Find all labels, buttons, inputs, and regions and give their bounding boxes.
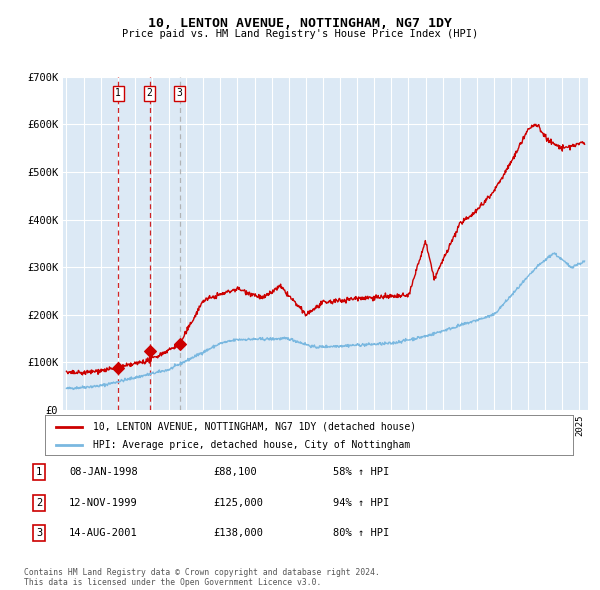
Text: 58% ↑ HPI: 58% ↑ HPI [333, 467, 389, 477]
Text: 94% ↑ HPI: 94% ↑ HPI [333, 498, 389, 507]
Text: 80% ↑ HPI: 80% ↑ HPI [333, 529, 389, 538]
Text: 3: 3 [36, 529, 42, 538]
Text: 10, LENTON AVENUE, NOTTINGHAM, NG7 1DY: 10, LENTON AVENUE, NOTTINGHAM, NG7 1DY [148, 17, 452, 30]
Text: Price paid vs. HM Land Registry's House Price Index (HPI): Price paid vs. HM Land Registry's House … [122, 30, 478, 39]
Text: Contains HM Land Registry data © Crown copyright and database right 2024.
This d: Contains HM Land Registry data © Crown c… [24, 568, 380, 587]
Text: £138,000: £138,000 [213, 529, 263, 538]
Text: 1: 1 [115, 88, 121, 99]
Point [175, 340, 184, 349]
Text: 3: 3 [176, 88, 182, 99]
Text: 2: 2 [147, 88, 152, 99]
Point [145, 346, 155, 355]
Point [113, 363, 123, 373]
Text: £88,100: £88,100 [213, 467, 257, 477]
Text: 2: 2 [36, 498, 42, 507]
Text: 1: 1 [36, 467, 42, 477]
Text: £125,000: £125,000 [213, 498, 263, 507]
Text: 14-AUG-2001: 14-AUG-2001 [69, 529, 138, 538]
Text: 12-NOV-1999: 12-NOV-1999 [69, 498, 138, 507]
Text: 08-JAN-1998: 08-JAN-1998 [69, 467, 138, 477]
Text: HPI: Average price, detached house, City of Nottingham: HPI: Average price, detached house, City… [92, 441, 410, 450]
Text: 10, LENTON AVENUE, NOTTINGHAM, NG7 1DY (detached house): 10, LENTON AVENUE, NOTTINGHAM, NG7 1DY (… [92, 422, 416, 432]
